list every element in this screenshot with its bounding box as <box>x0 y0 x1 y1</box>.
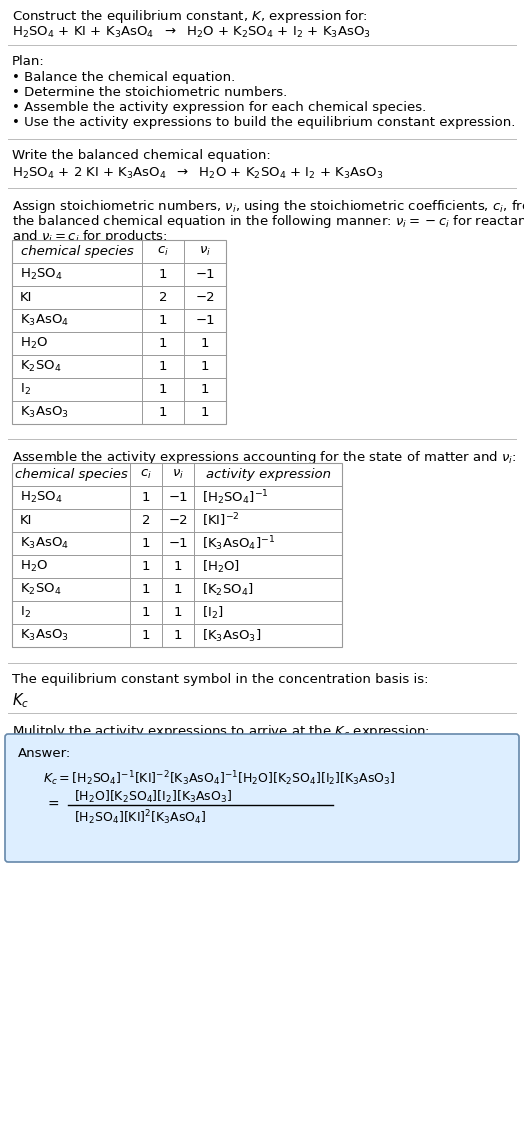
Text: −1: −1 <box>195 268 215 281</box>
Text: 1: 1 <box>174 606 182 619</box>
Text: $[\mathrm{H_2SO_4}]^{-1}$: $[\mathrm{H_2SO_4}]^{-1}$ <box>202 488 269 507</box>
Text: Construct the equilibrium constant, $K$, expression for:: Construct the equilibrium constant, $K$,… <box>12 8 368 25</box>
Text: 1: 1 <box>201 406 209 419</box>
Text: 1: 1 <box>201 360 209 373</box>
Text: $\mathdefault{K_3AsO_4}$: $\mathdefault{K_3AsO_4}$ <box>20 313 69 329</box>
Text: −1: −1 <box>168 491 188 504</box>
Text: 2: 2 <box>159 291 167 305</box>
Text: −2: −2 <box>195 291 215 305</box>
Bar <box>12 463 342 647</box>
Text: • Assemble the activity expression for each chemical species.: • Assemble the activity expression for e… <box>12 101 426 114</box>
Text: $\mathdefault{H_2O}$: $\mathdefault{H_2O}$ <box>20 335 48 352</box>
Text: 1: 1 <box>174 560 182 572</box>
Text: =: = <box>47 798 59 812</box>
Text: KI: KI <box>20 514 32 527</box>
Text: $c_i$: $c_i$ <box>157 245 169 258</box>
Text: −2: −2 <box>168 514 188 527</box>
Text: $K_c = [\mathrm{H_2SO_4}]^{-1}[\mathrm{KI}]^{-2}[\mathrm{K_3AsO_4}]^{-1}[\mathrm: $K_c = [\mathrm{H_2SO_4}]^{-1}[\mathrm{K… <box>43 769 396 788</box>
Text: 1: 1 <box>142 491 150 504</box>
Text: 1: 1 <box>201 337 209 350</box>
Text: −1: −1 <box>195 314 215 327</box>
Text: 1: 1 <box>142 583 150 597</box>
FancyBboxPatch shape <box>5 734 519 862</box>
Text: 1: 1 <box>174 629 182 642</box>
Text: • Use the activity expressions to build the equilibrium constant expression.: • Use the activity expressions to build … <box>12 116 516 129</box>
Text: Assemble the activity expressions accounting for the state of matter and $\nu_i$: Assemble the activity expressions accoun… <box>12 449 517 466</box>
Text: 1: 1 <box>142 606 150 619</box>
Bar <box>12 240 226 424</box>
Text: $K_c$: $K_c$ <box>12 690 29 710</box>
Text: −1: −1 <box>168 537 188 550</box>
Text: The equilibrium constant symbol in the concentration basis is:: The equilibrium constant symbol in the c… <box>12 673 429 686</box>
Text: $\mathdefault{H_2SO_4}$ + KI + $\mathdefault{K_3AsO_4}$  $\rightarrow$  $\mathde: $\mathdefault{H_2SO_4}$ + KI + $\mathdef… <box>12 25 371 40</box>
Text: $\mathdefault{H_2SO_4}$: $\mathdefault{H_2SO_4}$ <box>20 267 63 282</box>
Text: $\nu_i$: $\nu_i$ <box>199 245 211 258</box>
Text: Mulitply the activity expressions to arrive at the $K_c$ expression:: Mulitply the activity expressions to arr… <box>12 722 430 740</box>
Text: Write the balanced chemical equation:: Write the balanced chemical equation: <box>12 149 271 161</box>
Text: $[\mathrm{H_2O}]$: $[\mathrm{H_2O}]$ <box>202 559 240 575</box>
Text: $\mathdefault{K_3AsO_3}$: $\mathdefault{K_3AsO_3}$ <box>20 627 69 643</box>
Text: $[\mathrm{H_2SO_4}][\mathrm{KI}]^2[\mathrm{K_3AsO_4}]$: $[\mathrm{H_2SO_4}][\mathrm{KI}]^2[\math… <box>74 808 206 827</box>
Text: the balanced chemical equation in the following manner: $\nu_i = -c_i$ for react: the balanced chemical equation in the fo… <box>12 213 524 230</box>
Text: $\mathdefault{I_2}$: $\mathdefault{I_2}$ <box>20 382 31 397</box>
Text: KI: KI <box>20 291 32 305</box>
Text: 1: 1 <box>159 314 167 327</box>
Text: 1: 1 <box>159 406 167 419</box>
Text: Answer:: Answer: <box>18 747 71 760</box>
Text: $[\mathrm{KI}]^{-2}$: $[\mathrm{KI}]^{-2}$ <box>202 512 240 529</box>
Text: 1: 1 <box>159 337 167 350</box>
Text: 1: 1 <box>159 360 167 373</box>
Text: $[\mathrm{I_2}]$: $[\mathrm{I_2}]$ <box>202 605 224 621</box>
Text: 1: 1 <box>159 268 167 281</box>
Text: $\mathdefault{K_3AsO_3}$: $\mathdefault{K_3AsO_3}$ <box>20 405 69 420</box>
Text: $[\mathrm{K_3AsO_3}]$: $[\mathrm{K_3AsO_3}]$ <box>202 627 261 643</box>
Text: $\mathdefault{H_2SO_4}$ + 2 KI + $\mathdefault{K_3AsO_4}$  $\rightarrow$  $\math: $\mathdefault{H_2SO_4}$ + 2 KI + $\mathd… <box>12 166 384 181</box>
Text: 1: 1 <box>142 560 150 572</box>
Text: 2: 2 <box>142 514 150 527</box>
Text: 1: 1 <box>142 537 150 550</box>
Text: $c_i$: $c_i$ <box>140 468 152 481</box>
Text: $\mathdefault{K_2SO_4}$: $\mathdefault{K_2SO_4}$ <box>20 582 61 597</box>
Text: $[\mathrm{H_2O}][\mathrm{K_2SO_4}][\mathrm{I_2}][\mathrm{K_3AsO_3}]$: $[\mathrm{H_2O}][\mathrm{K_2SO_4}][\math… <box>74 789 232 805</box>
Text: and $\nu_i = c_i$ for products:: and $\nu_i = c_i$ for products: <box>12 228 168 245</box>
Text: $\mathdefault{H_2O}$: $\mathdefault{H_2O}$ <box>20 559 48 574</box>
Text: chemical species: chemical species <box>15 468 127 481</box>
Text: 1: 1 <box>201 382 209 396</box>
Text: activity expression: activity expression <box>205 468 331 481</box>
Text: 1: 1 <box>174 583 182 597</box>
Text: Assign stoichiometric numbers, $\nu_i$, using the stoichiometric coefficients, $: Assign stoichiometric numbers, $\nu_i$, … <box>12 198 524 215</box>
Text: $[\mathrm{K_2SO_4}]$: $[\mathrm{K_2SO_4}]$ <box>202 582 254 598</box>
Text: 1: 1 <box>142 629 150 642</box>
Text: Plan:: Plan: <box>12 55 45 68</box>
Text: $\mathdefault{I_2}$: $\mathdefault{I_2}$ <box>20 605 31 621</box>
Text: $\mathdefault{H_2SO_4}$: $\mathdefault{H_2SO_4}$ <box>20 490 63 505</box>
Text: $\mathdefault{K_2SO_4}$: $\mathdefault{K_2SO_4}$ <box>20 358 61 374</box>
Text: 1: 1 <box>159 382 167 396</box>
Text: • Balance the chemical equation.: • Balance the chemical equation. <box>12 71 235 84</box>
Text: $\mathdefault{K_3AsO_4}$: $\mathdefault{K_3AsO_4}$ <box>20 536 69 551</box>
Text: chemical species: chemical species <box>20 245 134 258</box>
Text: • Determine the stoichiometric numbers.: • Determine the stoichiometric numbers. <box>12 86 287 98</box>
Text: $[\mathrm{K_3AsO_4}]^{-1}$: $[\mathrm{K_3AsO_4}]^{-1}$ <box>202 535 275 553</box>
Text: $\nu_i$: $\nu_i$ <box>172 468 184 481</box>
